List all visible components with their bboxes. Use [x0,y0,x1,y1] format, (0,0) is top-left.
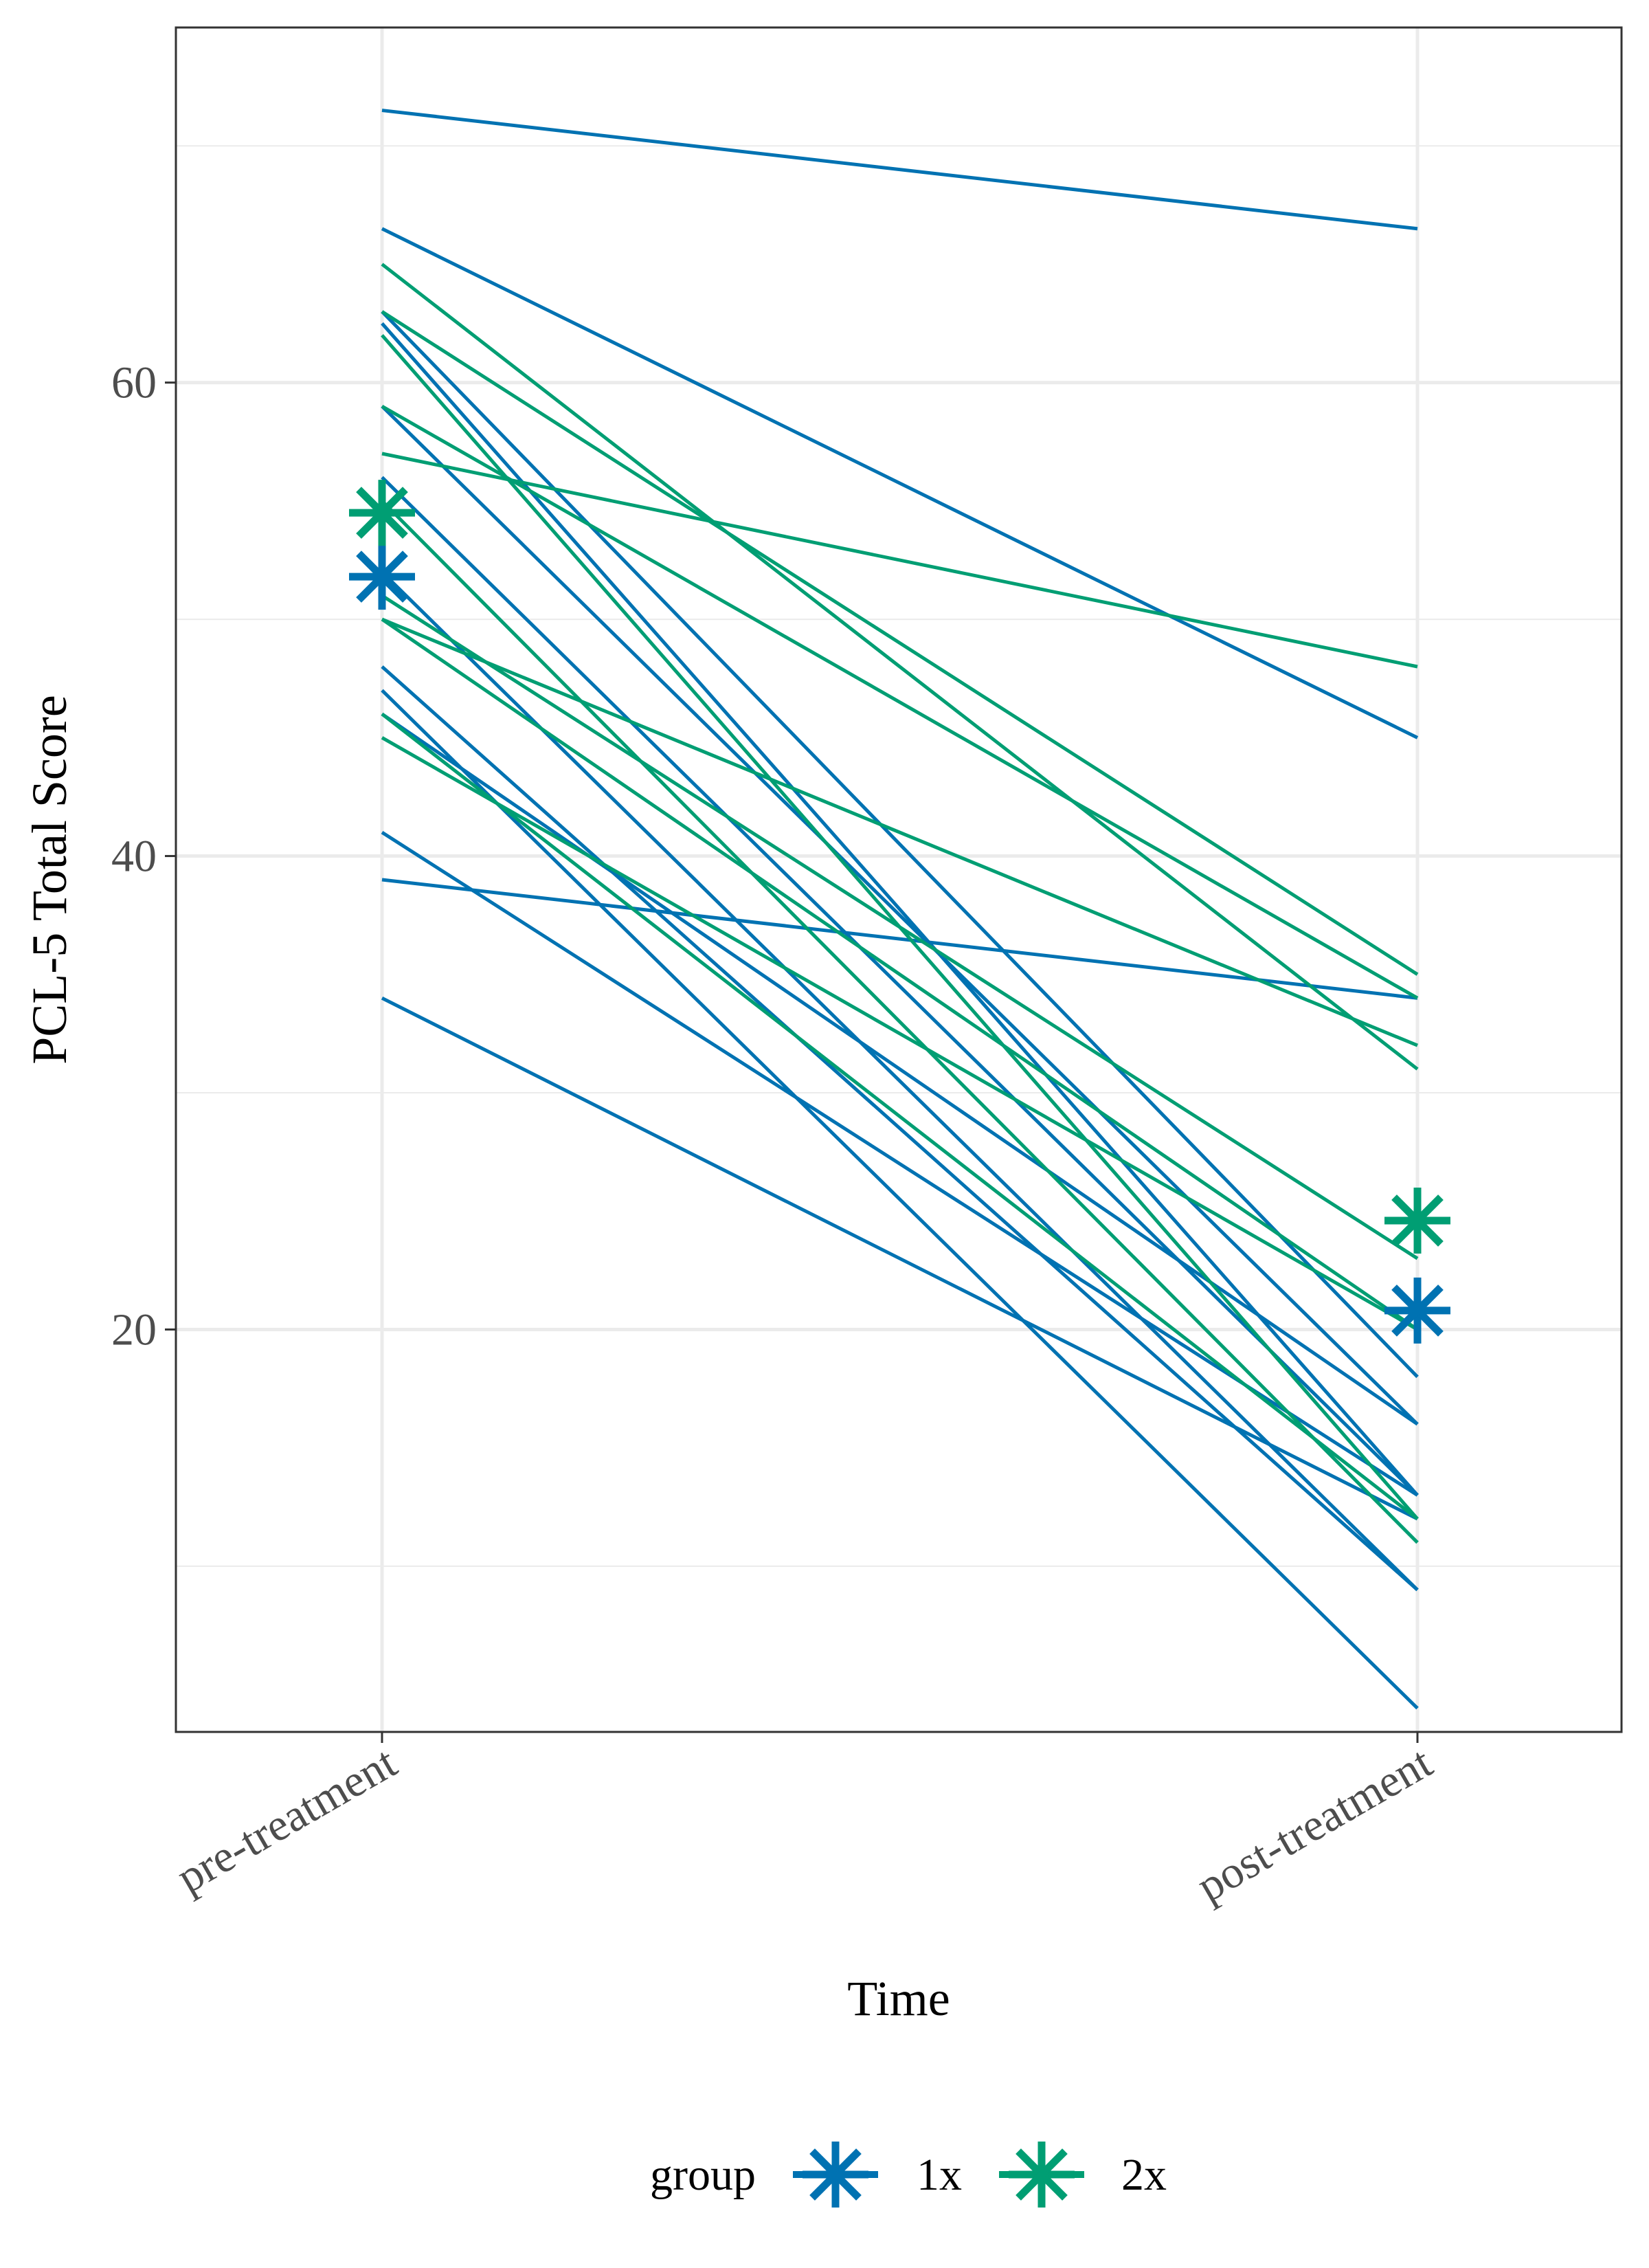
legend-marker-1x [803,2142,868,2208]
series-line-1x [381,476,1419,1497]
series-line-1x [381,227,1419,740]
y-tick-label: 40 [111,832,157,882]
series-line-1x [381,322,1419,1497]
panel-border [175,26,1623,1733]
mean-markers [349,480,1450,1344]
series-lines [381,109,1419,1710]
mean-marker-2x [1384,1188,1450,1254]
legend-marker-2x [1009,2142,1075,2208]
x-axis-title: Time [847,1971,950,2026]
legend-title: group [650,2150,756,2200]
mean-marker-1x [349,544,415,610]
series-line-1x [381,405,1419,1426]
mean-marker-1x [1384,1277,1450,1344]
mean-marker-2x [349,480,415,546]
series-line-2x [381,617,1418,1047]
y-axis-title: PCL-5 Total Score [22,695,77,1065]
series-line-1x [381,689,1419,1710]
series-line-1x [381,712,1419,1426]
series-line-2x [381,263,1419,1071]
series-line-2x [381,310,1419,976]
series-line-2x [381,618,1419,1331]
legend-label-1x: 1x [917,2150,962,2200]
series-line-1x [381,109,1418,231]
series-line-2x [381,452,1418,669]
series-line-2x [381,594,1419,1260]
y-tick-label: 20 [111,1304,157,1355]
legend-keys: 1x 2x [793,2142,1167,2208]
series-line-2x [381,736,1419,1331]
legend: group 1x 2x [650,2142,1167,2208]
series-line-2x [381,404,1419,1000]
legend-label-2x: 2x [1121,2150,1167,2200]
series-line-1x [381,996,1419,1521]
series-line-1x [381,570,1419,1592]
legend-key-1x [793,2142,878,2208]
series-line-1x [381,665,1419,1592]
legend-key-2x [999,2142,1084,2208]
series-line-1x [381,878,1418,1000]
series-line-2x [381,712,1419,1520]
series-line-2x [381,500,1419,1544]
y-tick-label: 60 [111,358,157,408]
